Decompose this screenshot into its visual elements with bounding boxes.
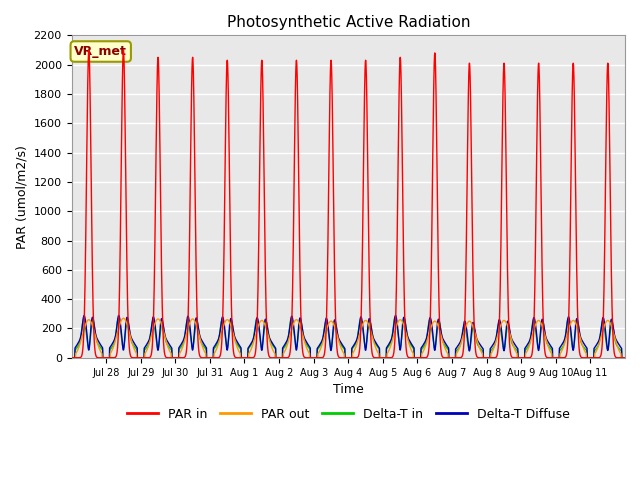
Legend: PAR in, PAR out, Delta-T in, Delta-T Diffuse: PAR in, PAR out, Delta-T in, Delta-T Dif…	[122, 403, 575, 426]
PAR out	[68, 355, 76, 360]
Delta-T Diffuse	[527, 331, 535, 336]
PAR out	[527, 336, 535, 342]
Y-axis label: PAR (umol/m2/s): PAR (umol/m2/s)	[15, 144, 28, 249]
PAR in	[399, 175, 406, 181]
Delta-T Diffuse	[369, 334, 377, 339]
Line: PAR out: PAR out	[72, 318, 625, 358]
X-axis label: Time: Time	[333, 383, 364, 396]
Delta-T in	[541, 335, 549, 341]
Delta-T in	[182, 322, 190, 327]
Delta-T Diffuse	[500, 348, 508, 353]
Delta-T in	[527, 330, 535, 336]
PAR out	[621, 355, 629, 360]
Delta-T in	[369, 333, 376, 339]
Title: Photosynthetic Active Radiation: Photosynthetic Active Radiation	[227, 15, 470, 30]
PAR in	[500, 61, 508, 67]
PAR out	[120, 315, 127, 321]
PAR in	[541, 352, 549, 358]
PAR out	[541, 335, 549, 341]
PAR in	[68, 355, 76, 360]
Text: VR_met: VR_met	[74, 45, 127, 58]
PAR out	[399, 319, 406, 325]
Delta-T in	[500, 346, 508, 352]
PAR in	[182, 348, 190, 354]
PAR out	[182, 331, 190, 337]
Delta-T Diffuse	[80, 312, 88, 318]
Delta-T in	[391, 314, 399, 320]
Delta-T Diffuse	[399, 322, 406, 328]
PAR out	[500, 318, 508, 324]
PAR in	[369, 353, 377, 359]
Line: Delta-T in: Delta-T in	[72, 317, 625, 358]
Line: Delta-T Diffuse: Delta-T Diffuse	[72, 315, 625, 358]
Line: PAR in: PAR in	[72, 50, 625, 358]
PAR in	[621, 355, 629, 360]
Delta-T in	[399, 326, 406, 332]
Delta-T Diffuse	[182, 321, 190, 327]
Delta-T in	[68, 355, 76, 360]
PAR in	[527, 353, 535, 359]
Delta-T Diffuse	[621, 355, 629, 360]
Delta-T Diffuse	[68, 355, 76, 360]
Delta-T in	[621, 355, 629, 360]
Delta-T Diffuse	[541, 333, 549, 339]
PAR in	[85, 47, 93, 53]
PAR out	[369, 336, 377, 342]
